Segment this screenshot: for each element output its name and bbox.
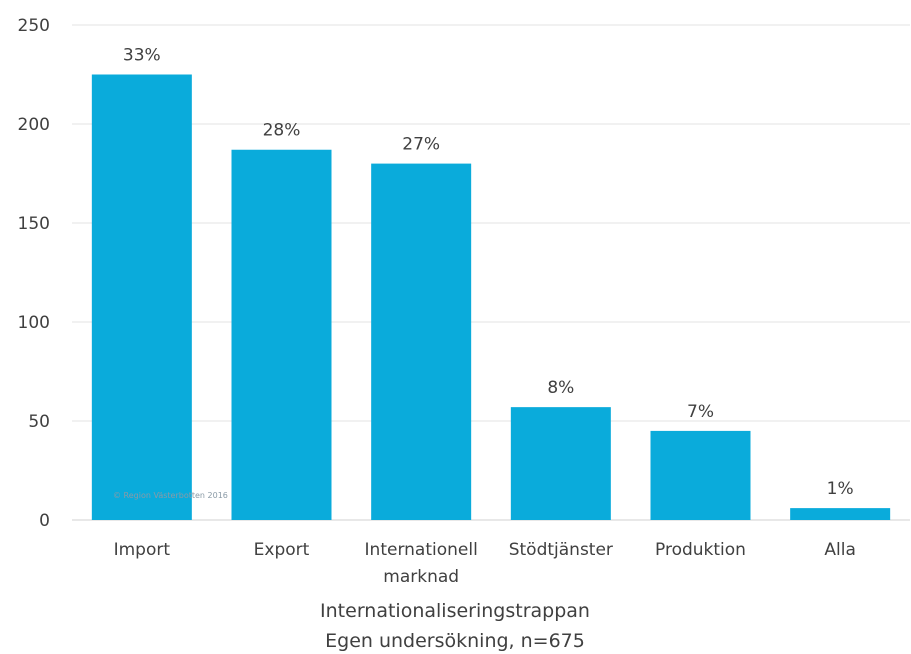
category-label-0-0: Import: [114, 540, 171, 560]
y-tick-label-250: 250: [18, 16, 50, 36]
bar-1: [231, 149, 332, 521]
y-tick-label-150: 150: [18, 214, 50, 234]
data-label-4: 7%: [687, 402, 714, 422]
bar-3: [510, 407, 611, 520]
x-axis-title-line-1: Egen undersökning, n=675: [325, 630, 585, 652]
category-label-5-0: Alla: [824, 540, 856, 560]
x-axis-title-line-0: Internationaliseringstrappan: [320, 600, 590, 622]
y-tick-label-200: 200: [18, 115, 50, 135]
data-label-2: 27%: [402, 135, 440, 155]
y-tick-label-0: 0: [39, 511, 50, 531]
data-label-5: 1%: [827, 479, 854, 499]
bar-4: [650, 430, 751, 520]
category-label-4-0: Produktion: [655, 540, 746, 560]
bars: [91, 74, 891, 521]
y-axis-ticks: 0 50 100 150 200 250: [18, 16, 50, 531]
data-label-1: 28%: [263, 121, 301, 141]
y-tick-label-50: 50: [28, 412, 50, 432]
bar-0: [91, 74, 192, 520]
category-label-1-0: Export: [254, 540, 310, 560]
data-label-3: 8%: [547, 378, 574, 398]
data-label-0: 33%: [123, 46, 161, 66]
y-tick-label-100: 100: [18, 313, 50, 333]
category-label-3-0: Stödtjänster: [509, 540, 613, 560]
category-labels: Import Export Internationell marknad Stödtjä…: [114, 540, 856, 587]
data-labels: 33% 28% 27% 8% 7% 1%: [123, 46, 854, 500]
category-label-2-1: marknad: [383, 567, 459, 587]
x-axis-title: Internationaliseringstrappan Egen undersö…: [320, 600, 590, 652]
watermark: © Region Västerbotten 2016: [113, 491, 228, 500]
category-label-2-0: Internationell: [365, 540, 478, 560]
bar-2: [371, 163, 472, 520]
bar-5: [790, 508, 891, 520]
gridlines: [72, 24, 910, 521]
